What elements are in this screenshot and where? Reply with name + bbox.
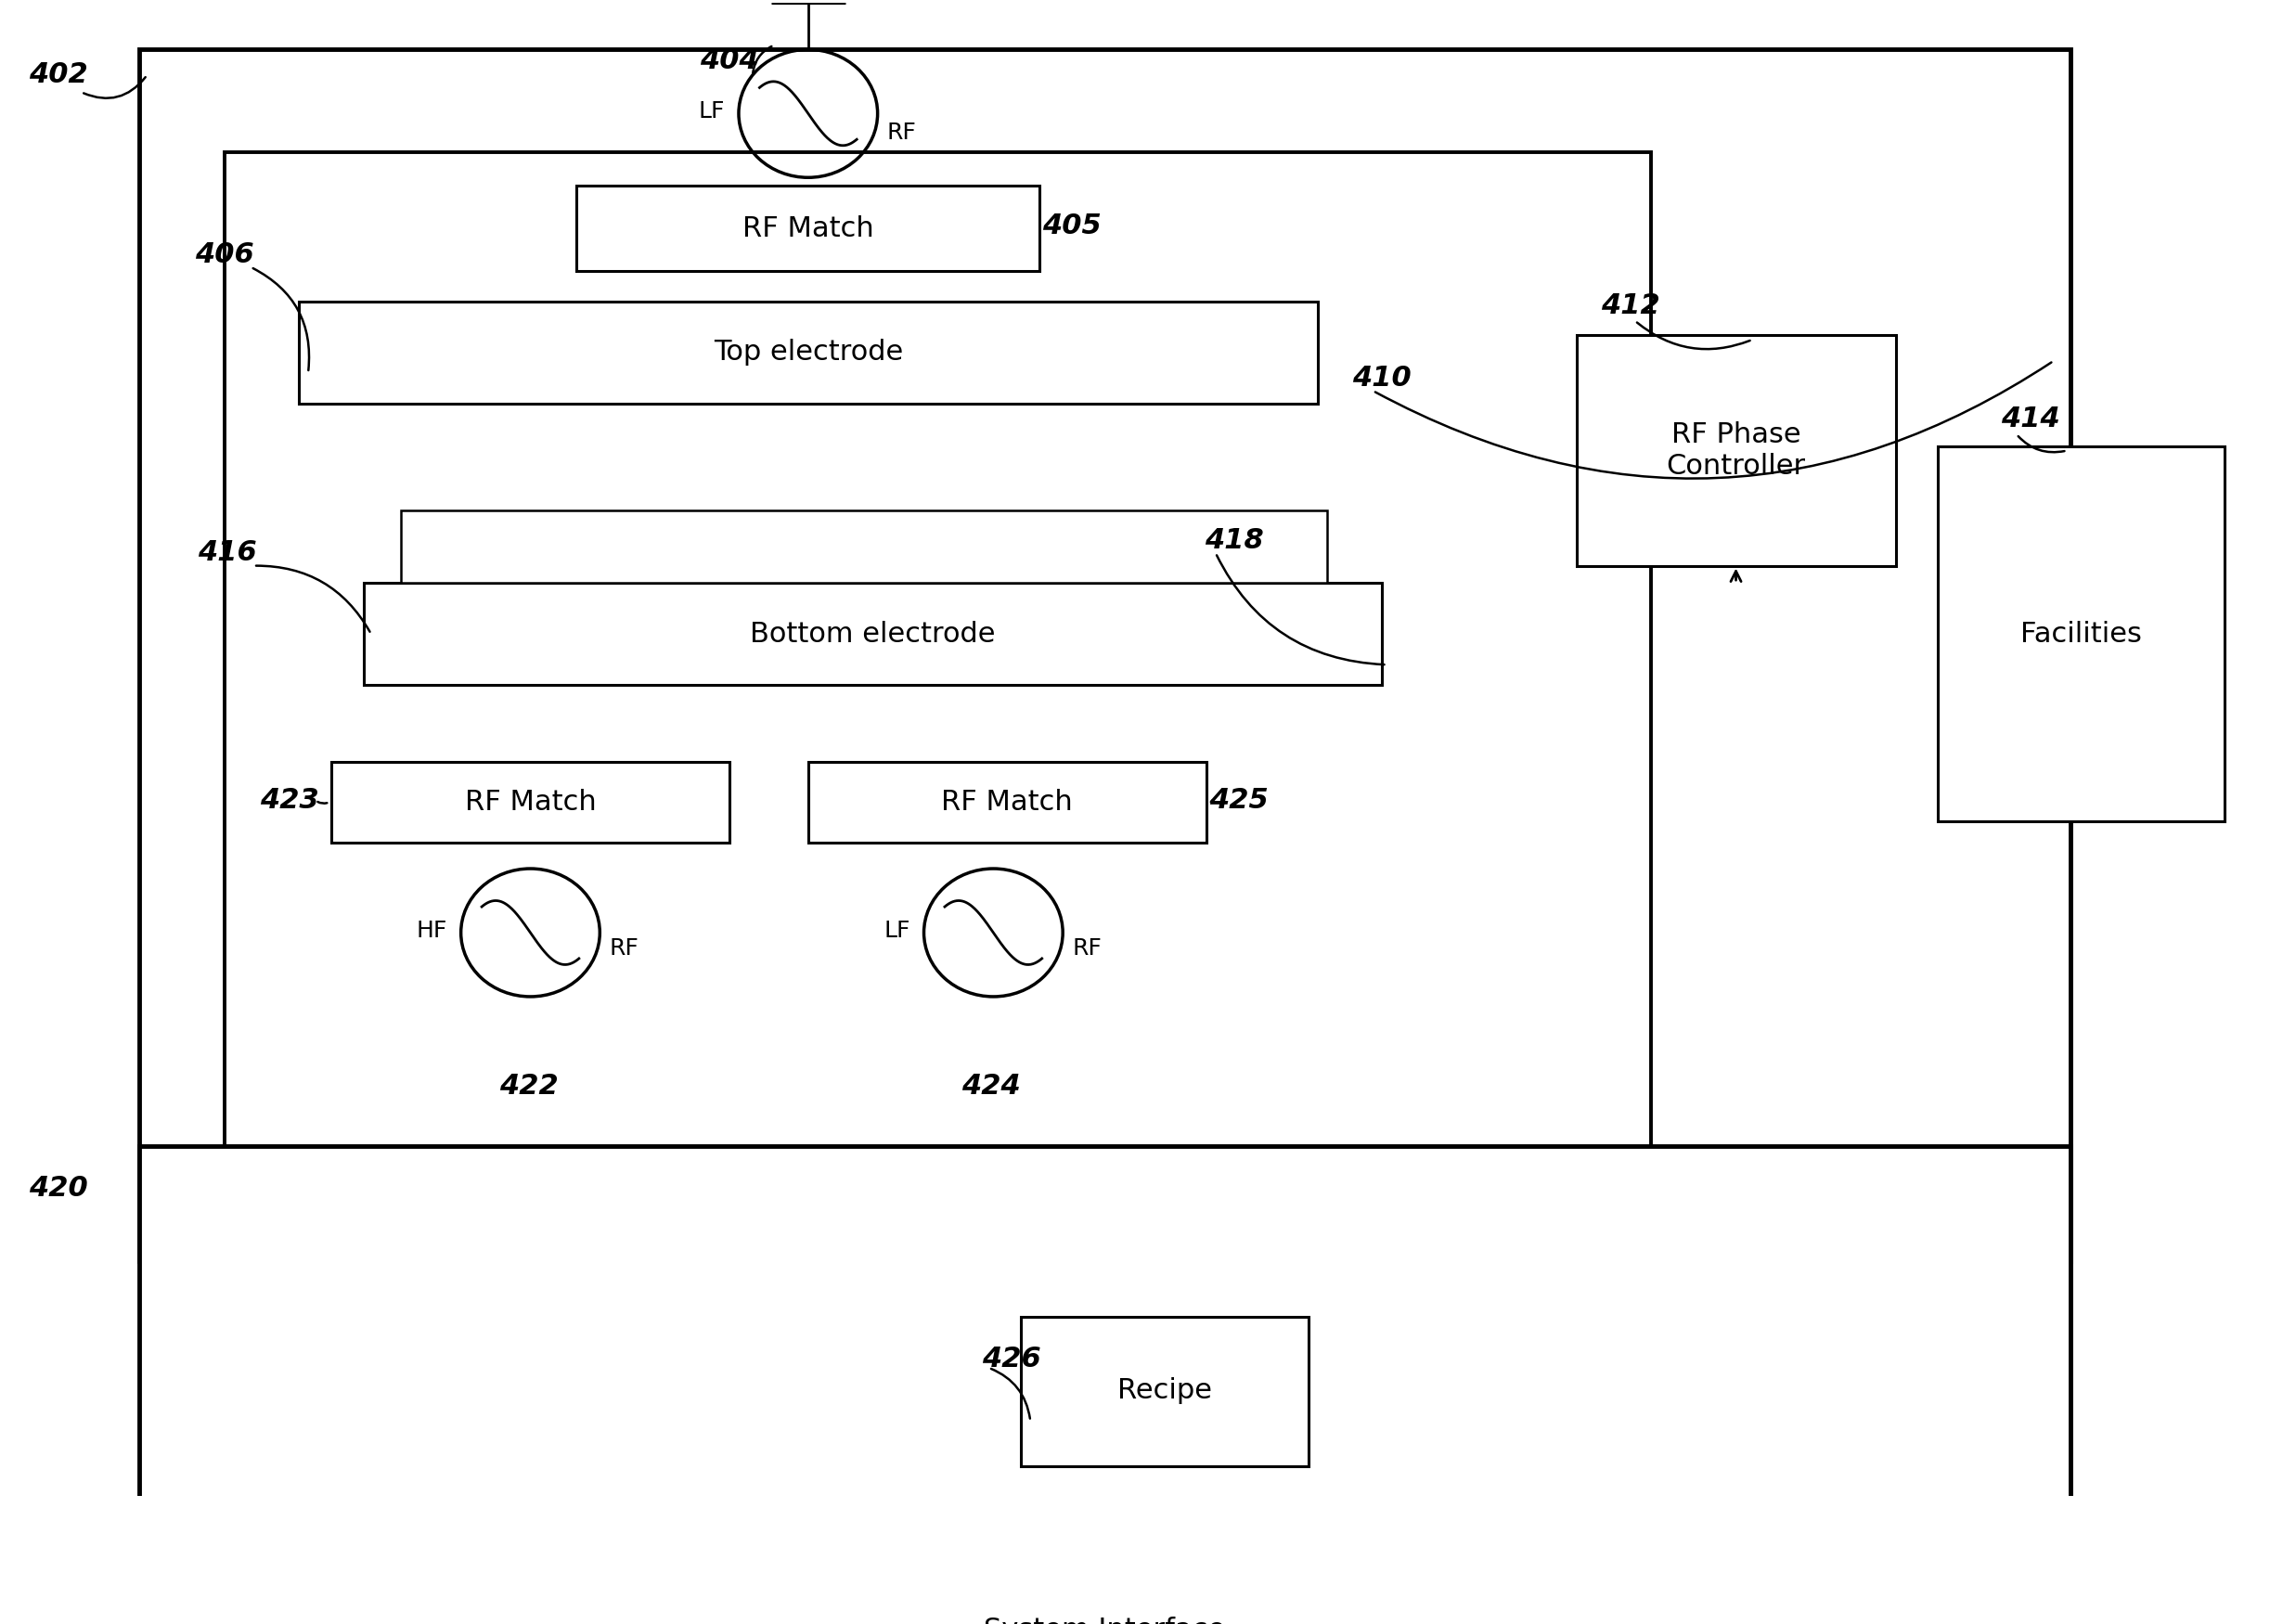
Text: 406: 406 (195, 240, 254, 268)
Text: 414: 414 (2000, 406, 2059, 432)
Text: HF: HF (415, 919, 447, 942)
Bar (363, 583, 1382, 685)
Text: 410: 410 (1353, 364, 1412, 391)
Text: RF Match: RF Match (742, 216, 874, 242)
Text: 402: 402 (30, 62, 89, 89)
Bar (141, 49, 2070, 1262)
Bar (225, 153, 1650, 1147)
Text: System Interface: System Interface (983, 1616, 1226, 1624)
Text: LF: LF (883, 919, 910, 942)
Text: RF: RF (1071, 937, 1101, 960)
Text: RF: RF (888, 122, 917, 143)
Text: RF Match: RF Match (942, 789, 1074, 815)
Bar (331, 762, 729, 843)
Text: Top electrode: Top electrode (713, 339, 903, 365)
Text: 420: 420 (30, 1176, 89, 1202)
Text: 416: 416 (197, 539, 257, 567)
Text: 425: 425 (1210, 788, 1269, 814)
Text: LF: LF (699, 101, 724, 123)
Text: RF: RF (608, 937, 638, 960)
Text: 418: 418 (1205, 526, 1264, 554)
Text: Bottom electrode: Bottom electrode (749, 620, 997, 648)
Text: 405: 405 (1042, 213, 1101, 240)
Bar (808, 762, 1205, 843)
Text: 423: 423 (261, 788, 320, 814)
Text: RF Match: RF Match (465, 789, 597, 815)
Bar (577, 187, 1040, 271)
Bar (300, 300, 1317, 404)
Text: 424: 424 (962, 1073, 1022, 1099)
Text: 426: 426 (983, 1346, 1042, 1372)
Bar (1578, 335, 1895, 565)
Bar (1939, 447, 2225, 822)
Text: Facilities: Facilities (2020, 620, 2143, 648)
Text: Recipe: Recipe (1117, 1377, 1212, 1405)
Bar (402, 510, 1326, 583)
Bar (141, 1147, 2070, 1624)
Text: 404: 404 (699, 47, 758, 75)
Text: RF Phase
Controller: RF Phase Controller (1666, 422, 1805, 479)
Bar (1022, 1317, 1308, 1466)
Text: 422: 422 (499, 1073, 558, 1099)
Text: 412: 412 (1600, 292, 1659, 318)
